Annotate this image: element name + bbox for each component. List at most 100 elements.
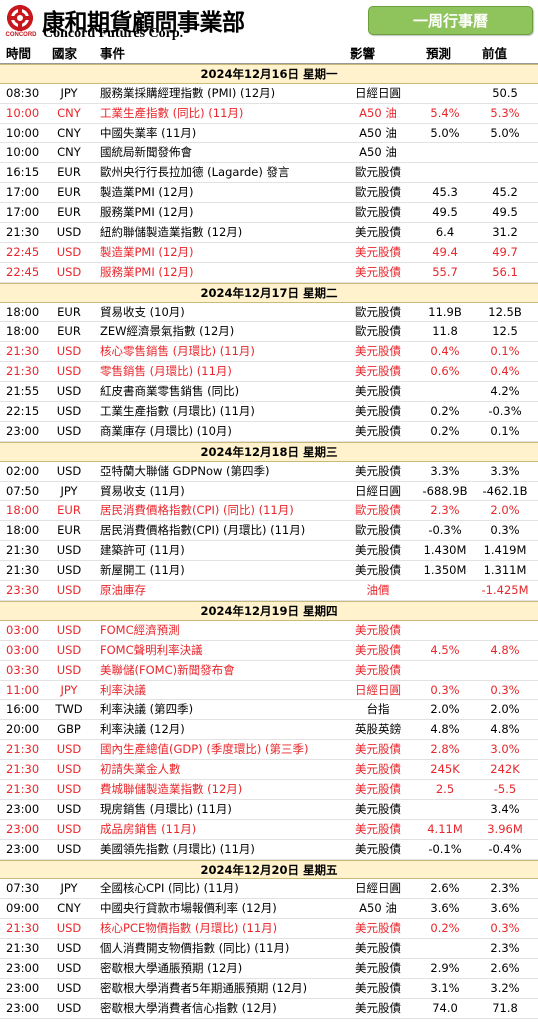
date-header-row: 2024年12月20日 星期五 [0, 859, 538, 880]
cell-forecast: 4.11M [427, 821, 463, 836]
cell-event: 國統局新聞發佈會 [100, 145, 192, 160]
cell-country: USD [56, 563, 82, 578]
cell-previous: 49.7 [492, 244, 518, 259]
event-row: 22:45 USD 服務業PMI (12月) 美元股債 55.7 56.1 [0, 263, 538, 283]
cell-forecast: 3.3% [430, 463, 460, 478]
cell-previous [476, 163, 534, 182]
cell-event: ZEW經濟景氣指數 (12月) [100, 324, 235, 339]
cell-previous: 0.4% [490, 364, 520, 379]
cell-impact: 歐元股債 [355, 205, 401, 220]
cell-forecast: 2.9% [430, 960, 460, 975]
event-row: 21:30 USD 初請失業金人數 美元股債 245K 242K [0, 760, 538, 780]
cell-country: EUR [57, 304, 81, 319]
cell-impact: A50 油 [359, 145, 397, 160]
event-row: 21:30 USD 核心零售銷售 (月環比) (11月) 美元股債 0.4% 0.1% [0, 342, 538, 363]
cell-event: 利率決議 [100, 682, 146, 697]
cell-event: 紅皮書商業零售銷售 (同比) [100, 384, 240, 399]
cell-time: 02:00 [6, 463, 40, 478]
cell-previous: 0.3% [490, 921, 520, 936]
cell-time: 21:30 [6, 364, 40, 379]
cell-country: CNY [57, 125, 81, 140]
cell-forecast [412, 163, 478, 182]
cell-country: USD [56, 622, 82, 637]
cell-forecast: 0.3% [430, 682, 460, 697]
cell-impact: 美元股債 [355, 463, 401, 478]
cell-time: 18:00 [6, 523, 40, 538]
cell-time: 16:15 [6, 165, 40, 180]
event-row: 17:00 EUR 製造業PMI (12月) 歐元股債 45.3 45.2 [0, 183, 538, 204]
cell-country: USD [56, 404, 82, 419]
cell-forecast [412, 84, 478, 103]
cell-country: USD [56, 1000, 82, 1015]
cell-event: 建築許可 (11月) [100, 543, 185, 558]
page-header: CONCORD 康和期貨顧問事業部 Concord Futures Corp. … [0, 0, 538, 44]
cell-previous: 49.5 [492, 205, 518, 220]
event-row: 03:00 USD FOMC經濟預測 美元股債 [0, 621, 538, 641]
cell-event: 居民消費價格指數(CPI) (同比) (11月) [100, 503, 294, 518]
cell-time: 23:00 [6, 960, 40, 975]
cell-previous: 0.3% [490, 682, 520, 697]
cell-previous: 5.0% [490, 125, 520, 140]
cell-country: CNY [57, 105, 81, 120]
cell-forecast: 2.3% [430, 503, 460, 518]
cell-time: 10:00 [6, 125, 40, 140]
cell-impact: 美元股債 [355, 244, 401, 259]
column-header-impact: 影響 [350, 46, 376, 61]
cell-forecast [412, 621, 478, 640]
cell-forecast: 3.1% [430, 980, 460, 995]
cell-impact: 美元股債 [355, 921, 401, 936]
cell-forecast: 0.4% [430, 344, 460, 359]
cell-previous: 31.2 [492, 225, 518, 240]
cell-previous: 5.3% [490, 105, 520, 120]
cell-impact: 美元股債 [355, 821, 401, 836]
cell-impact: 美元股債 [355, 384, 401, 399]
cell-country: USD [56, 762, 82, 777]
cell-time: 21:30 [6, 742, 40, 757]
cell-country: USD [56, 225, 82, 240]
date-header-row: 2024年12月16日 星期一 [0, 63, 538, 84]
cell-country: USD [56, 742, 82, 757]
cell-impact: 日經日圓 [355, 483, 401, 498]
cell-event: 利率決議 (12月) [100, 722, 185, 737]
event-row: 21:30 USD 個人消費開支物價指數 (同比) (11月) 美元股債 2.3% [0, 939, 538, 959]
cell-country: JPY [60, 682, 78, 697]
cell-forecast: 5.0% [430, 125, 460, 140]
cell-country: USD [56, 384, 82, 399]
cell-previous [476, 143, 534, 162]
cell-previous: 0.1% [490, 423, 520, 438]
event-row: 03:00 USD FOMC聲明利率決議 美元股債 4.5% 4.8% [0, 641, 538, 661]
cell-country: USD [56, 583, 82, 598]
cell-impact: 美元股債 [355, 404, 401, 419]
cell-event: 原油庫存 [100, 583, 146, 598]
cell-country: USD [56, 980, 82, 995]
event-row: 18:00 EUR 貿易收支 (10月) 歐元股債 11.9B 12.5B [0, 303, 538, 323]
event-row: 18:00 EUR ZEW經濟景氣指數 (12月) 歐元股債 11.8 12.5 [0, 322, 538, 343]
cell-country: USD [56, 801, 82, 816]
cell-forecast: 6.4 [435, 225, 455, 240]
cell-country: EUR [57, 205, 81, 220]
cell-forecast: 11.9B [428, 304, 462, 319]
cell-event: 新屋開工 (11月) [100, 563, 185, 578]
cell-time: 07:30 [6, 881, 40, 896]
cell-time: 18:00 [6, 304, 40, 319]
cell-time: 21:55 [6, 384, 40, 399]
cell-forecast: 1.430M [423, 543, 467, 558]
cell-impact: 歐元股債 [355, 304, 401, 319]
cell-event: 密歇根大學消費者5年期通脹預期 (12月) [100, 980, 308, 995]
cell-previous: 2.3% [490, 941, 520, 956]
cell-time: 21:30 [6, 921, 40, 936]
cell-forecast: -688.9B [422, 483, 468, 498]
cell-event: FOMC聲明利率決議 [100, 642, 203, 657]
cell-impact: 美元股債 [355, 941, 401, 956]
cell-event: 亞特蘭大聯儲 GDPNow (第四季) [100, 463, 270, 478]
cell-previous: 242K [490, 762, 520, 777]
cell-country: EUR [57, 185, 81, 200]
weekly-calendar-badge: 一周行事曆 [368, 6, 533, 35]
cell-event: 現房銷售 (月環比) (11月) [100, 801, 232, 816]
cell-time: 08:30 [6, 85, 40, 100]
cell-previous: 0.1% [490, 344, 520, 359]
event-row: 23:00 USD 成品房銷售 (11月) 美元股債 4.11M 3.96M [0, 820, 538, 840]
column-header-country: 國家 [52, 46, 78, 61]
cell-previous: 4.2% [490, 384, 520, 399]
event-row: 08:30 JPY 服務業採購經理指數 (PMI) (12月) 日經日圓 50.5 [0, 84, 538, 104]
